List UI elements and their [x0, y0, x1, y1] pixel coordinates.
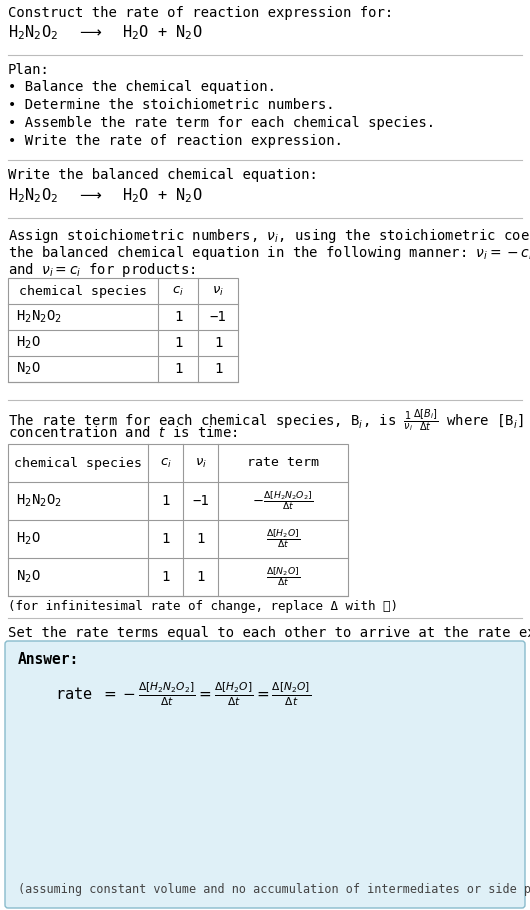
Text: 1: 1 [174, 310, 182, 324]
Text: • Write the rate of reaction expression.: • Write the rate of reaction expression. [8, 134, 343, 148]
Text: −1: −1 [192, 494, 209, 508]
Text: $\nu_i$: $\nu_i$ [212, 285, 224, 298]
Text: $c_i$: $c_i$ [172, 285, 184, 298]
Text: 1: 1 [214, 362, 222, 376]
Text: (assuming constant volume and no accumulation of intermediates or side products): (assuming constant volume and no accumul… [18, 883, 530, 896]
Text: Set the rate terms equal to each other to arrive at the rate expression:: Set the rate terms equal to each other t… [8, 626, 530, 640]
Text: Write the balanced chemical equation:: Write the balanced chemical equation: [8, 168, 318, 182]
Text: 1: 1 [161, 494, 170, 508]
Text: • Assemble the rate term for each chemical species.: • Assemble the rate term for each chemic… [8, 116, 435, 130]
Text: 1: 1 [161, 532, 170, 546]
Text: H$_2$N$_2$O$_2$: H$_2$N$_2$O$_2$ [16, 308, 62, 325]
Text: • Determine the stoichiometric numbers.: • Determine the stoichiometric numbers. [8, 98, 334, 112]
Text: H$_2$O: H$_2$O [16, 531, 41, 547]
Text: $\nu_i$: $\nu_i$ [195, 457, 207, 470]
Text: N$_2$O: N$_2$O [16, 360, 41, 378]
Text: $-\frac{\Delta[H_2N_2O_2]}{\Delta t}$: $-\frac{\Delta[H_2N_2O_2]}{\Delta t}$ [252, 490, 314, 512]
Text: Assign stoichiometric numbers, $\nu_i$, using the stoichiometric coefficients, $: Assign stoichiometric numbers, $\nu_i$, … [8, 227, 530, 245]
Text: Construct the rate of reaction expression for:: Construct the rate of reaction expressio… [8, 6, 393, 20]
Text: • Balance the chemical equation.: • Balance the chemical equation. [8, 80, 276, 94]
Bar [8, 444, 348, 596]
Text: rate term: rate term [247, 457, 319, 470]
Text: chemical species: chemical species [19, 285, 147, 298]
Text: $c_i$: $c_i$ [160, 457, 171, 470]
Text: Answer:: Answer: [18, 652, 80, 667]
Text: H$_2$O: H$_2$O [16, 335, 41, 351]
Text: rate $= -\frac{\Delta[H_2N_2O_2]}{\Delta t} = \frac{\Delta[H_2O]}{\Delta t} = \f: rate $= -\frac{\Delta[H_2N_2O_2]}{\Delta… [55, 680, 311, 708]
Text: $\frac{\Delta[H_2O]}{\Delta t}$: $\frac{\Delta[H_2O]}{\Delta t}$ [266, 528, 300, 551]
Text: 1: 1 [196, 532, 205, 546]
Text: The rate term for each chemical species, B$_i$, is $\frac{1}{\nu_i}\frac{\Delta[: The rate term for each chemical species,… [8, 408, 530, 434]
Text: concentration and $t$ is time:: concentration and $t$ is time: [8, 425, 237, 440]
Text: 1: 1 [174, 362, 182, 376]
Text: the balanced chemical equation in the following manner: $\nu_i = -c_i$ for react: the balanced chemical equation in the fo… [8, 244, 530, 262]
Text: H$_2$N$_2$O$_2$: H$_2$N$_2$O$_2$ [16, 493, 62, 510]
Text: $\frac{\Delta[N_2O]}{\Delta t}$: $\frac{\Delta[N_2O]}{\Delta t}$ [266, 565, 300, 589]
Text: chemical species: chemical species [14, 457, 142, 470]
Text: H$_2$N$_2$O$_2$  $\longrightarrow$  H$_2$O + N$_2$O: H$_2$N$_2$O$_2$ $\longrightarrow$ H$_2$O… [8, 186, 202, 205]
Text: N$_2$O: N$_2$O [16, 569, 41, 585]
Text: 1: 1 [161, 570, 170, 584]
Text: 1: 1 [196, 570, 205, 584]
Text: Plan:: Plan: [8, 63, 50, 77]
Text: 1: 1 [174, 336, 182, 350]
FancyBboxPatch shape [5, 641, 525, 908]
Text: 1: 1 [214, 336, 222, 350]
Text: H$_2$N$_2$O$_2$  $\longrightarrow$  H$_2$O + N$_2$O: H$_2$N$_2$O$_2$ $\longrightarrow$ H$_2$O… [8, 23, 202, 42]
Bar [8, 278, 238, 382]
Text: −1: −1 [210, 310, 226, 324]
Text: and $\nu_i = c_i$ for products:: and $\nu_i = c_i$ for products: [8, 261, 196, 279]
Text: (for infinitesimal rate of change, replace Δ with 𝑑): (for infinitesimal rate of change, repla… [8, 600, 398, 613]
